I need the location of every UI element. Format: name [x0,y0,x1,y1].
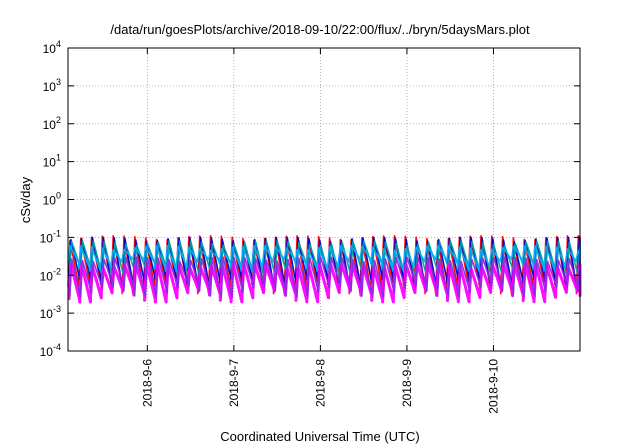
y-tick-label: 103 [43,77,61,94]
chart-title: /data/run/goesPlots/archive/2018-09-10/2… [110,22,530,37]
x-tick-label: 2018-9-10 [486,359,500,414]
y-tick-label: 10-2 [40,266,61,283]
data-series [67,235,582,304]
y-tick-label: 104 [43,39,61,56]
series-line [68,240,581,281]
y-axis-label: cSv/day [18,176,33,223]
grid-lines [68,48,580,351]
x-tick-label: 2018-9-9 [400,359,414,407]
y-tick-label: 10-4 [40,342,61,359]
y-tick-label: 102 [43,115,61,132]
x-tick-label: 2018-9-7 [227,359,241,407]
y-tick-label: 100 [43,191,61,208]
y-tick-label: 101 [43,153,61,170]
x-tick-label: 2018-9-6 [140,359,154,407]
y-tick-label: 10-1 [40,228,61,245]
x-tick-label: 2018-9-8 [313,359,327,407]
series-line [67,245,581,272]
y-tick-label: 10-3 [40,304,61,321]
axis-ticks: 10-4 10-3 10-2 10-1 100 101 102 103 104 2018-9-6 2… [40,39,580,414]
series-line [68,256,581,298]
x-axis-label: Coordinated Universal Time (UTC) [220,429,420,444]
